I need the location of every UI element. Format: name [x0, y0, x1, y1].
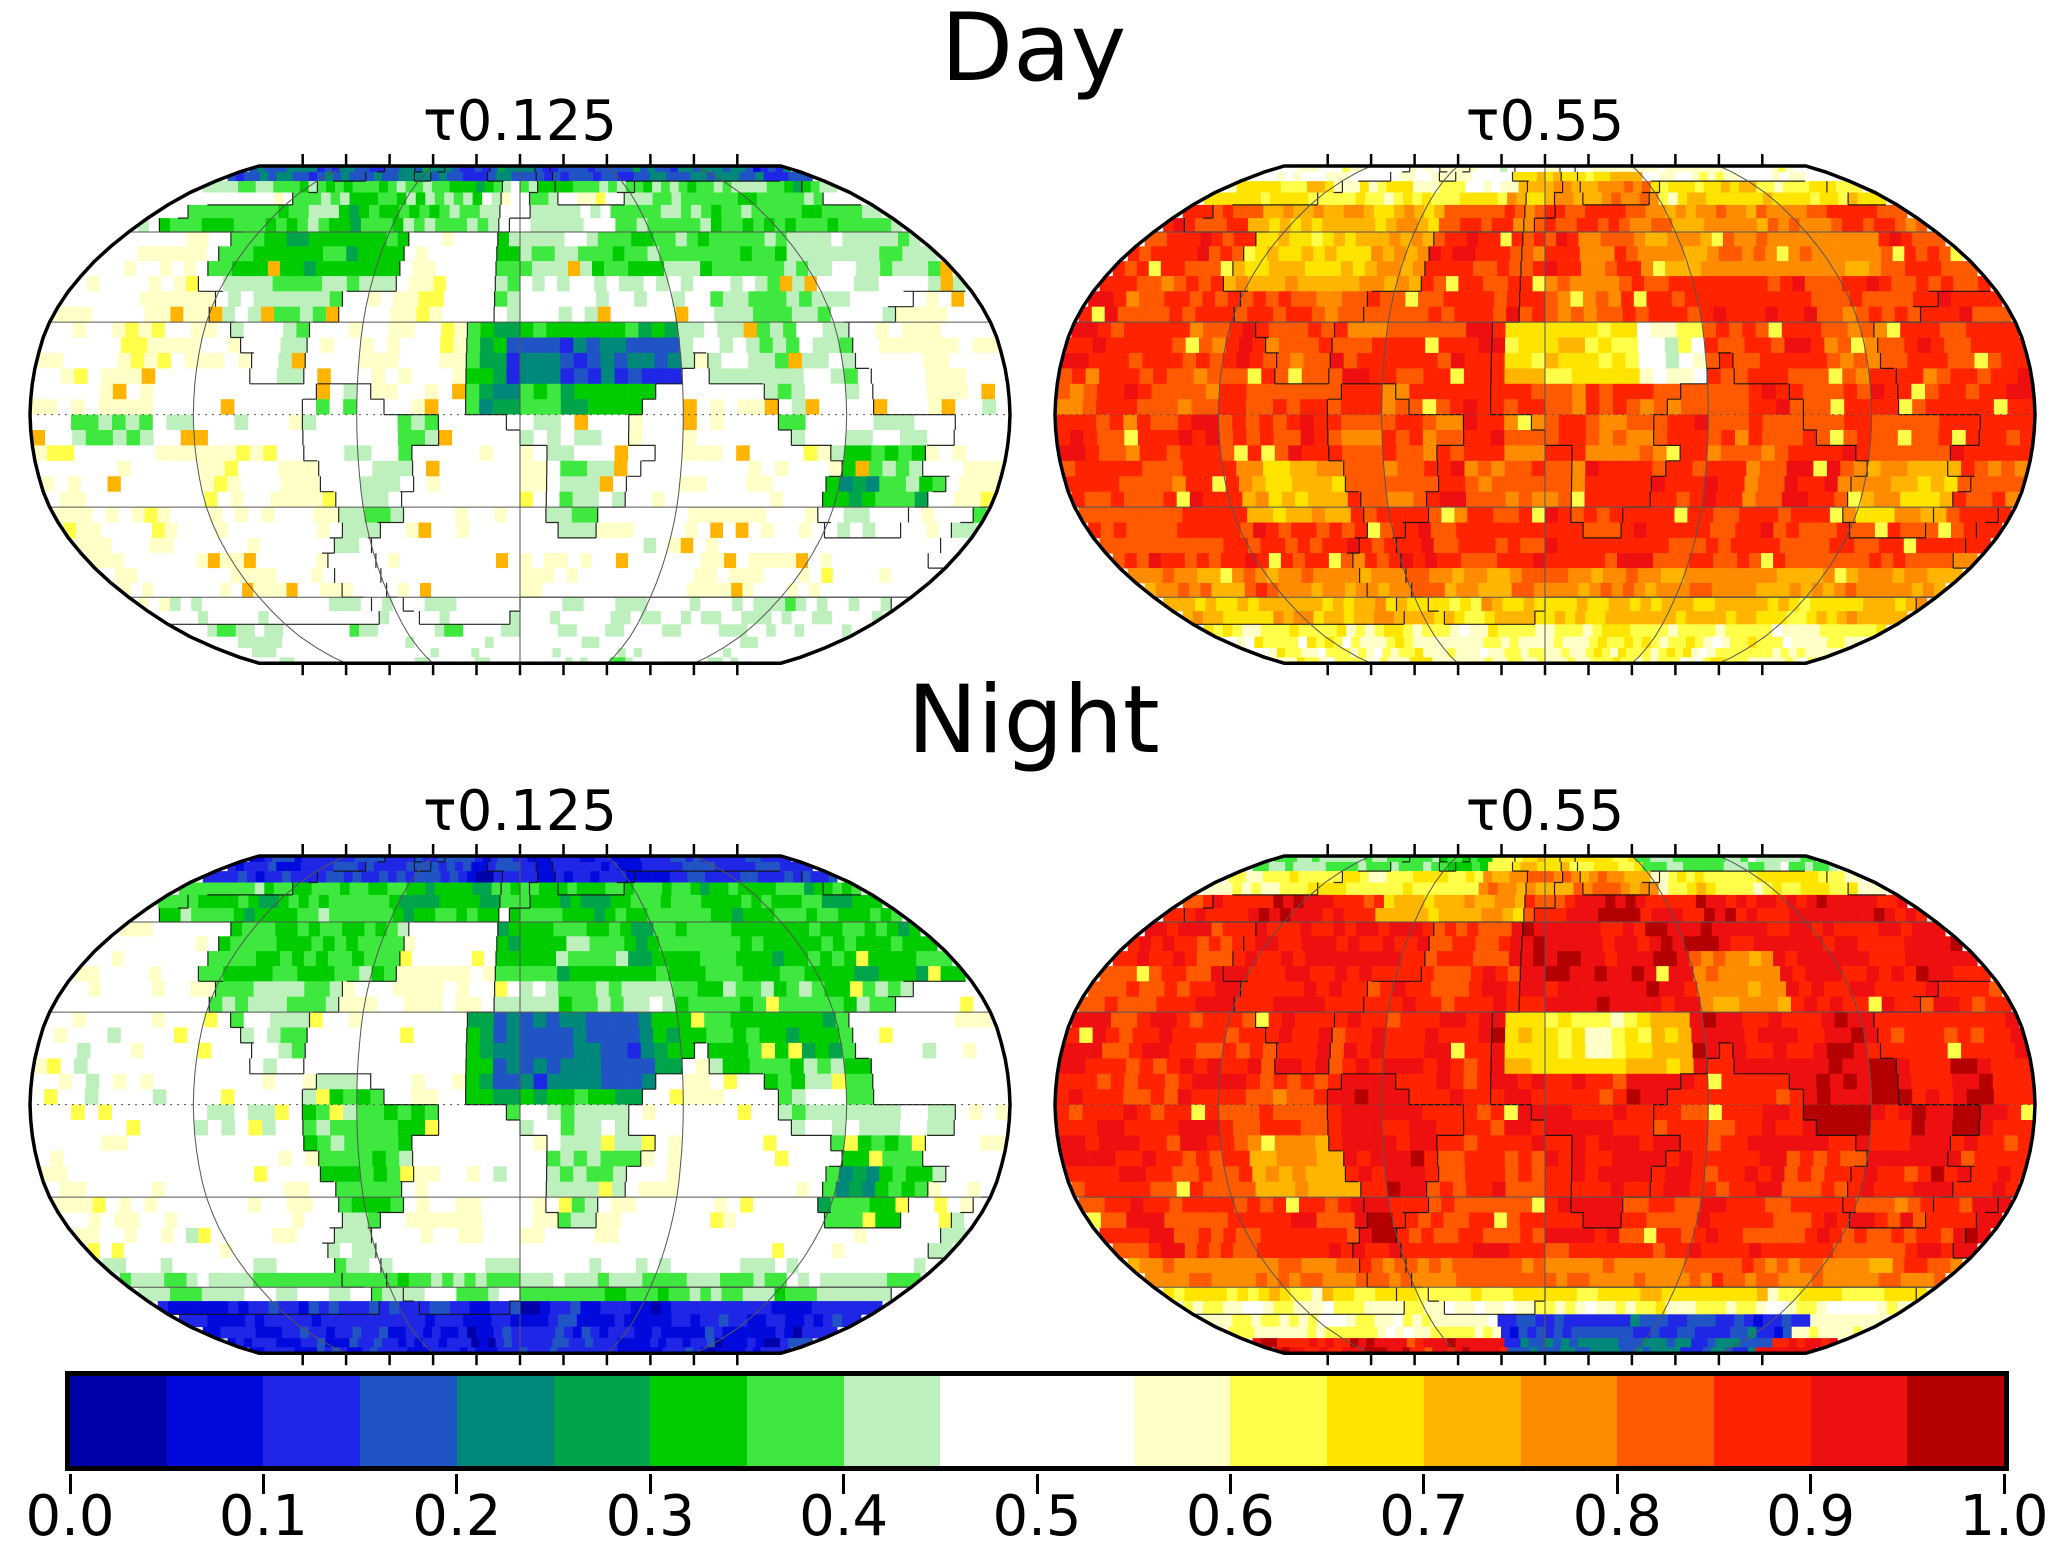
- panel-label-day-tau055: τ0.55: [1465, 89, 1625, 154]
- colorbar-tick: [1809, 1474, 1813, 1494]
- colorbar-segment: [553, 1376, 651, 1466]
- map-day-tau055: [1053, 154, 2037, 676]
- colorbar-segment: [1230, 1376, 1328, 1466]
- colorbar-segment: [940, 1376, 1038, 1466]
- colorbar-segment: [1617, 1376, 1714, 1466]
- map-outline: [1053, 854, 2037, 1355]
- panel-label-night-tau055: τ0.55: [1465, 779, 1625, 844]
- colorbar-tick: [261, 1474, 265, 1494]
- colorbar: [65, 1371, 2009, 1471]
- colorbar-segment: [1037, 1376, 1134, 1466]
- colorbar-segment: [1327, 1376, 1424, 1466]
- map-outline: [1053, 164, 2037, 665]
- colorbar-tick: [1615, 1474, 1619, 1494]
- day-row-title: Day: [940, 0, 1127, 103]
- map-night-tau0125: [28, 844, 1012, 1366]
- colorbar-segment: [166, 1376, 264, 1466]
- colorbar-tick-label: 0.8: [1572, 1484, 1662, 1549]
- colorbar-tick-label: 0.2: [412, 1484, 502, 1549]
- colorbar-segment: [1520, 1376, 1618, 1466]
- colorbar-tick: [2002, 1474, 2006, 1494]
- map-cells: [30, 166, 1010, 664]
- colorbar-tick-label: 0.1: [218, 1484, 308, 1549]
- colorbar-segment: [843, 1376, 941, 1466]
- panel-label-day-tau0125: τ0.125: [422, 89, 618, 154]
- colorbar-tick-label: 0.0: [25, 1484, 115, 1549]
- map-cells: [1055, 166, 2035, 664]
- colorbar-tick-label: 0.3: [605, 1484, 695, 1549]
- colorbar-segment: [263, 1376, 361, 1466]
- colorbar-tick-label: 1.0: [1959, 1484, 2049, 1549]
- colorbar-segment: [1713, 1376, 1811, 1466]
- colorbar-tick: [1422, 1474, 1426, 1494]
- colorbar-tick-label: 0.4: [799, 1484, 889, 1549]
- map-night-tau055: [1053, 844, 2037, 1366]
- colorbar-tick: [1228, 1474, 1232, 1494]
- colorbar-tick-label: 0.7: [1379, 1484, 1469, 1549]
- colorbar-segment: [1907, 1376, 2005, 1466]
- colorbar-segment: [1810, 1376, 1908, 1466]
- night-row-title: Night: [907, 666, 1160, 775]
- panel-label-night-tau0125: τ0.125: [422, 779, 618, 844]
- colorbar-segment: [746, 1376, 844, 1466]
- colorbar-tick-label: 0.6: [1185, 1484, 1275, 1549]
- colorbar-tick: [1035, 1474, 1039, 1494]
- map-cells: [30, 856, 1010, 1354]
- map-outline: [28, 854, 1012, 1355]
- colorbar-segment: [1133, 1376, 1231, 1466]
- colorbar-tick-label: 0.5: [992, 1484, 1082, 1549]
- map-day-tau0125: [28, 154, 1012, 676]
- colorbar-segment: [360, 1376, 457, 1466]
- colorbar-segment: [650, 1376, 747, 1466]
- colorbar-tick: [68, 1474, 72, 1494]
- colorbar-tick: [648, 1474, 652, 1494]
- map-outline: [28, 164, 1012, 665]
- colorbar-segment: [456, 1376, 554, 1466]
- colorbar-segment: [70, 1376, 167, 1466]
- colorbar-segment: [1423, 1376, 1521, 1466]
- map-cells: [1055, 856, 2035, 1354]
- colorbar-tick: [842, 1474, 846, 1494]
- colorbar-tick: [455, 1474, 459, 1494]
- colorbar-tick-label: 0.9: [1766, 1484, 1856, 1549]
